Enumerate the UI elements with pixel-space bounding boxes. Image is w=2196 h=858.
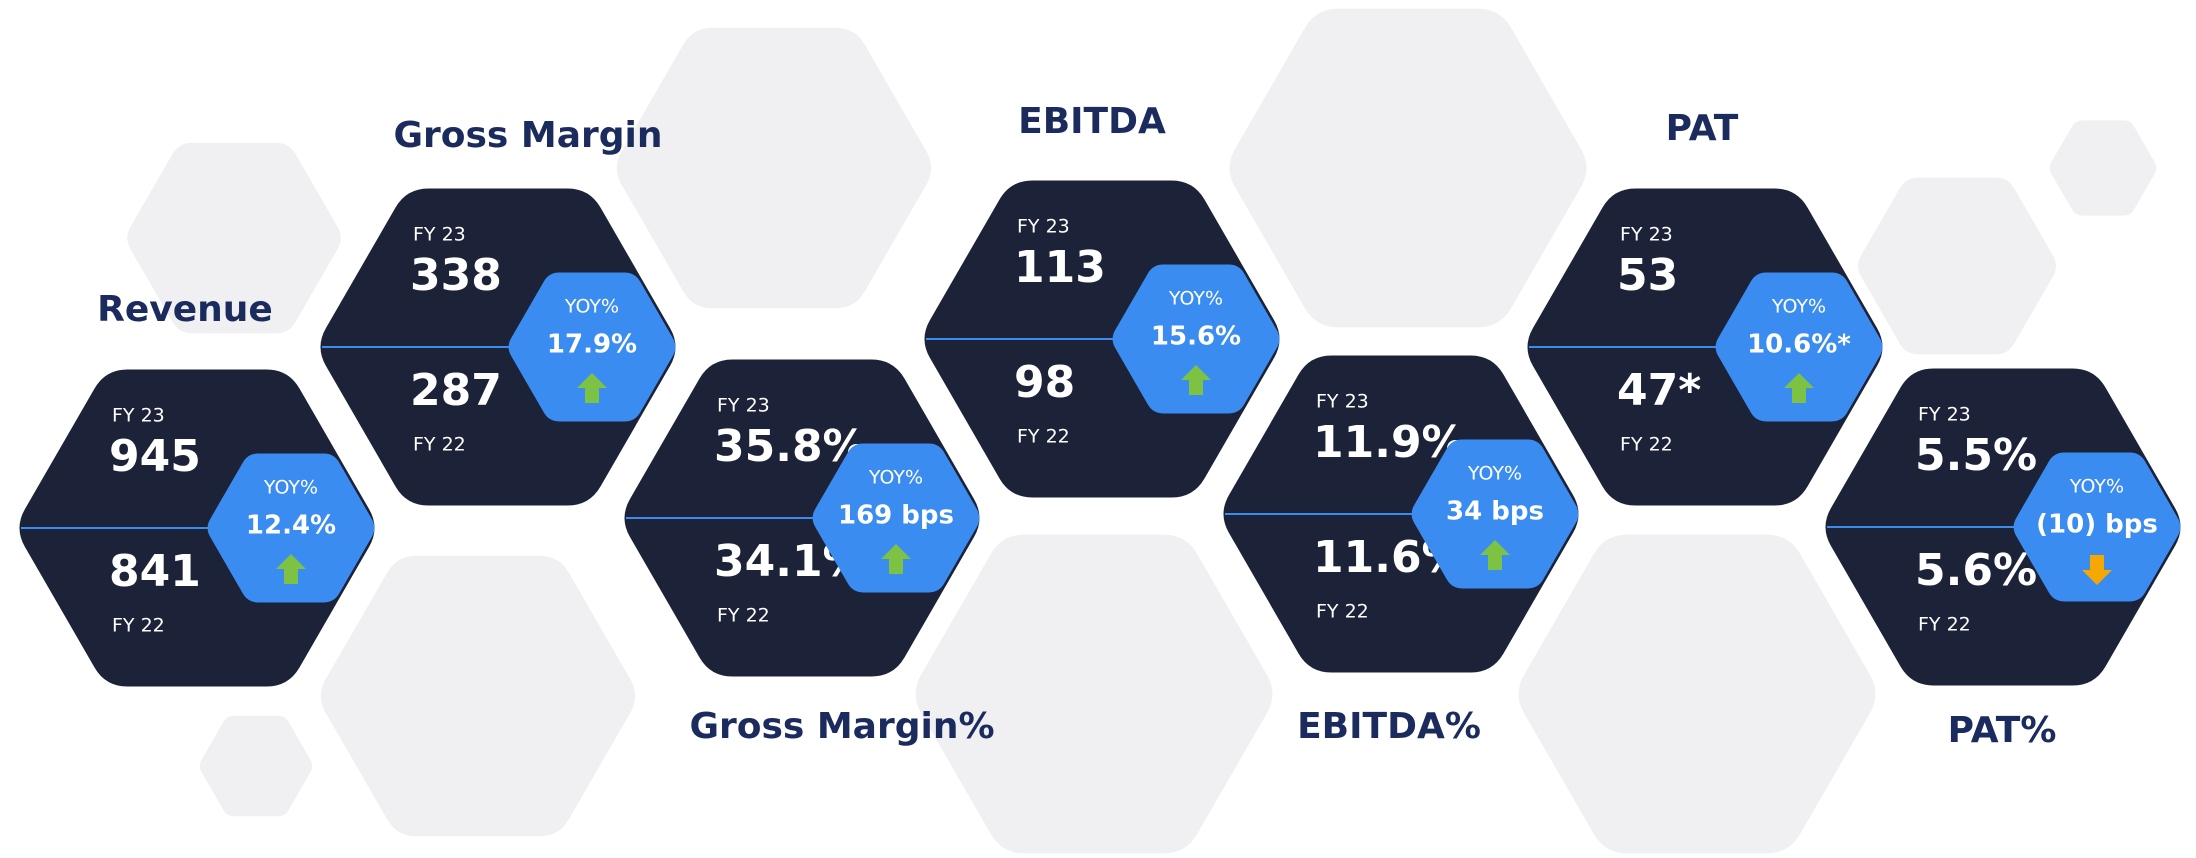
previous-label: FY 22: [1620, 434, 1673, 456]
background-hexagon: [616, 27, 932, 309]
previous-label: FY 22: [717, 605, 770, 627]
metric-card: Gross Margin FY 23 338 287 FY 22 YOY% 17.9%: [320, 115, 676, 506]
current-label: FY 23: [413, 224, 466, 246]
metric-title: PAT%: [1948, 710, 2057, 751]
change-value: 12.4%: [246, 511, 336, 541]
current-value: 35.8%: [714, 421, 867, 472]
change-label: YOY%: [868, 467, 923, 489]
arrow-up: [1181, 365, 1211, 395]
metric-title: PAT: [1666, 108, 1739, 149]
previous-value: 287: [410, 365, 502, 416]
current-value: 53: [1617, 250, 1678, 301]
previous-value: 98: [1014, 357, 1075, 408]
background-hexagon: [199, 715, 313, 817]
background-hexagon: [2049, 120, 2157, 216]
arrow-down: [2082, 555, 2112, 585]
change-value: 17.9%: [547, 330, 637, 360]
change-value: 10.6%*: [1747, 330, 1851, 360]
previous-label: FY 22: [1316, 601, 1369, 623]
current-label: FY 23: [1017, 216, 1070, 238]
change-label: YOY%: [1771, 296, 1826, 318]
change-value: 34 bps: [1446, 497, 1544, 527]
arrow-up: [1480, 540, 1510, 570]
metric-title: EBITDA: [1018, 101, 1166, 142]
previous-label: FY 22: [1918, 614, 1971, 636]
background-hexagon: [1858, 177, 2056, 355]
change-label: YOY%: [263, 477, 318, 499]
background-hexagon: [1229, 8, 1587, 328]
current-value: 338: [410, 250, 502, 301]
metrics: Revenue FY 23 945 841 FY 22 YOY% 12.4% Gross Ma…: [19, 101, 2181, 751]
previous-label: FY 22: [112, 615, 165, 637]
metric-card: Revenue FY 23 945 841 FY 22 YOY% 12.4%: [19, 289, 375, 687]
metric-card: EBITDA FY 23 113 98 FY 22 YOY% 15.6%: [924, 101, 1280, 498]
arrow-up: [276, 554, 306, 584]
change-label: YOY%: [2069, 476, 2124, 498]
current-value: 113: [1014, 242, 1106, 293]
metric-title: Gross Margin%: [689, 706, 994, 747]
background-hexagon: [127, 142, 341, 334]
arrow-up: [577, 373, 607, 403]
background-hexagon: [1518, 534, 1876, 854]
previous-value: 841: [109, 546, 201, 597]
metric-card: PAT FY 23 53 47* FY 22 YOY% 10.6%*: [1527, 108, 1883, 506]
change-hexagon: [2013, 452, 2181, 602]
metric-title: Revenue: [97, 289, 273, 330]
change-label: YOY%: [564, 296, 619, 318]
current-label: FY 23: [1620, 224, 1673, 246]
change-label: YOY%: [1168, 288, 1223, 310]
current-label: FY 23: [1918, 404, 1971, 426]
previous-label: FY 22: [413, 434, 466, 456]
change-label: YOY%: [1467, 463, 1522, 485]
change-hexagon: [1112, 264, 1280, 414]
change-value: 15.6%: [1151, 322, 1241, 352]
current-value: 5.5%: [1915, 430, 2037, 481]
change-hexagon: [1411, 439, 1579, 589]
current-value: 11.9%: [1313, 417, 1466, 468]
current-label: FY 23: [112, 405, 165, 427]
previous-label: FY 22: [1017, 426, 1070, 448]
change-hexagon: [1715, 272, 1883, 422]
arrow-up: [1784, 373, 1814, 403]
change-hexagon: [812, 443, 980, 593]
metric-title: EBITDA%: [1297, 706, 1481, 747]
arrow-up: [881, 544, 911, 574]
previous-value: 47*: [1617, 365, 1701, 416]
change-value: (10) bps: [2036, 510, 2158, 540]
current-value: 945: [109, 431, 201, 482]
change-hexagon: [508, 272, 676, 422]
background-hexagon: [320, 555, 636, 837]
current-label: FY 23: [717, 395, 770, 417]
change-hexagon: [207, 453, 375, 603]
change-value: 169 bps: [838, 501, 954, 531]
current-label: FY 23: [1316, 391, 1369, 413]
metric-title: Gross Margin: [393, 115, 662, 156]
background-hexagons: [127, 8, 2157, 854]
background-hexagon: [915, 534, 1273, 854]
